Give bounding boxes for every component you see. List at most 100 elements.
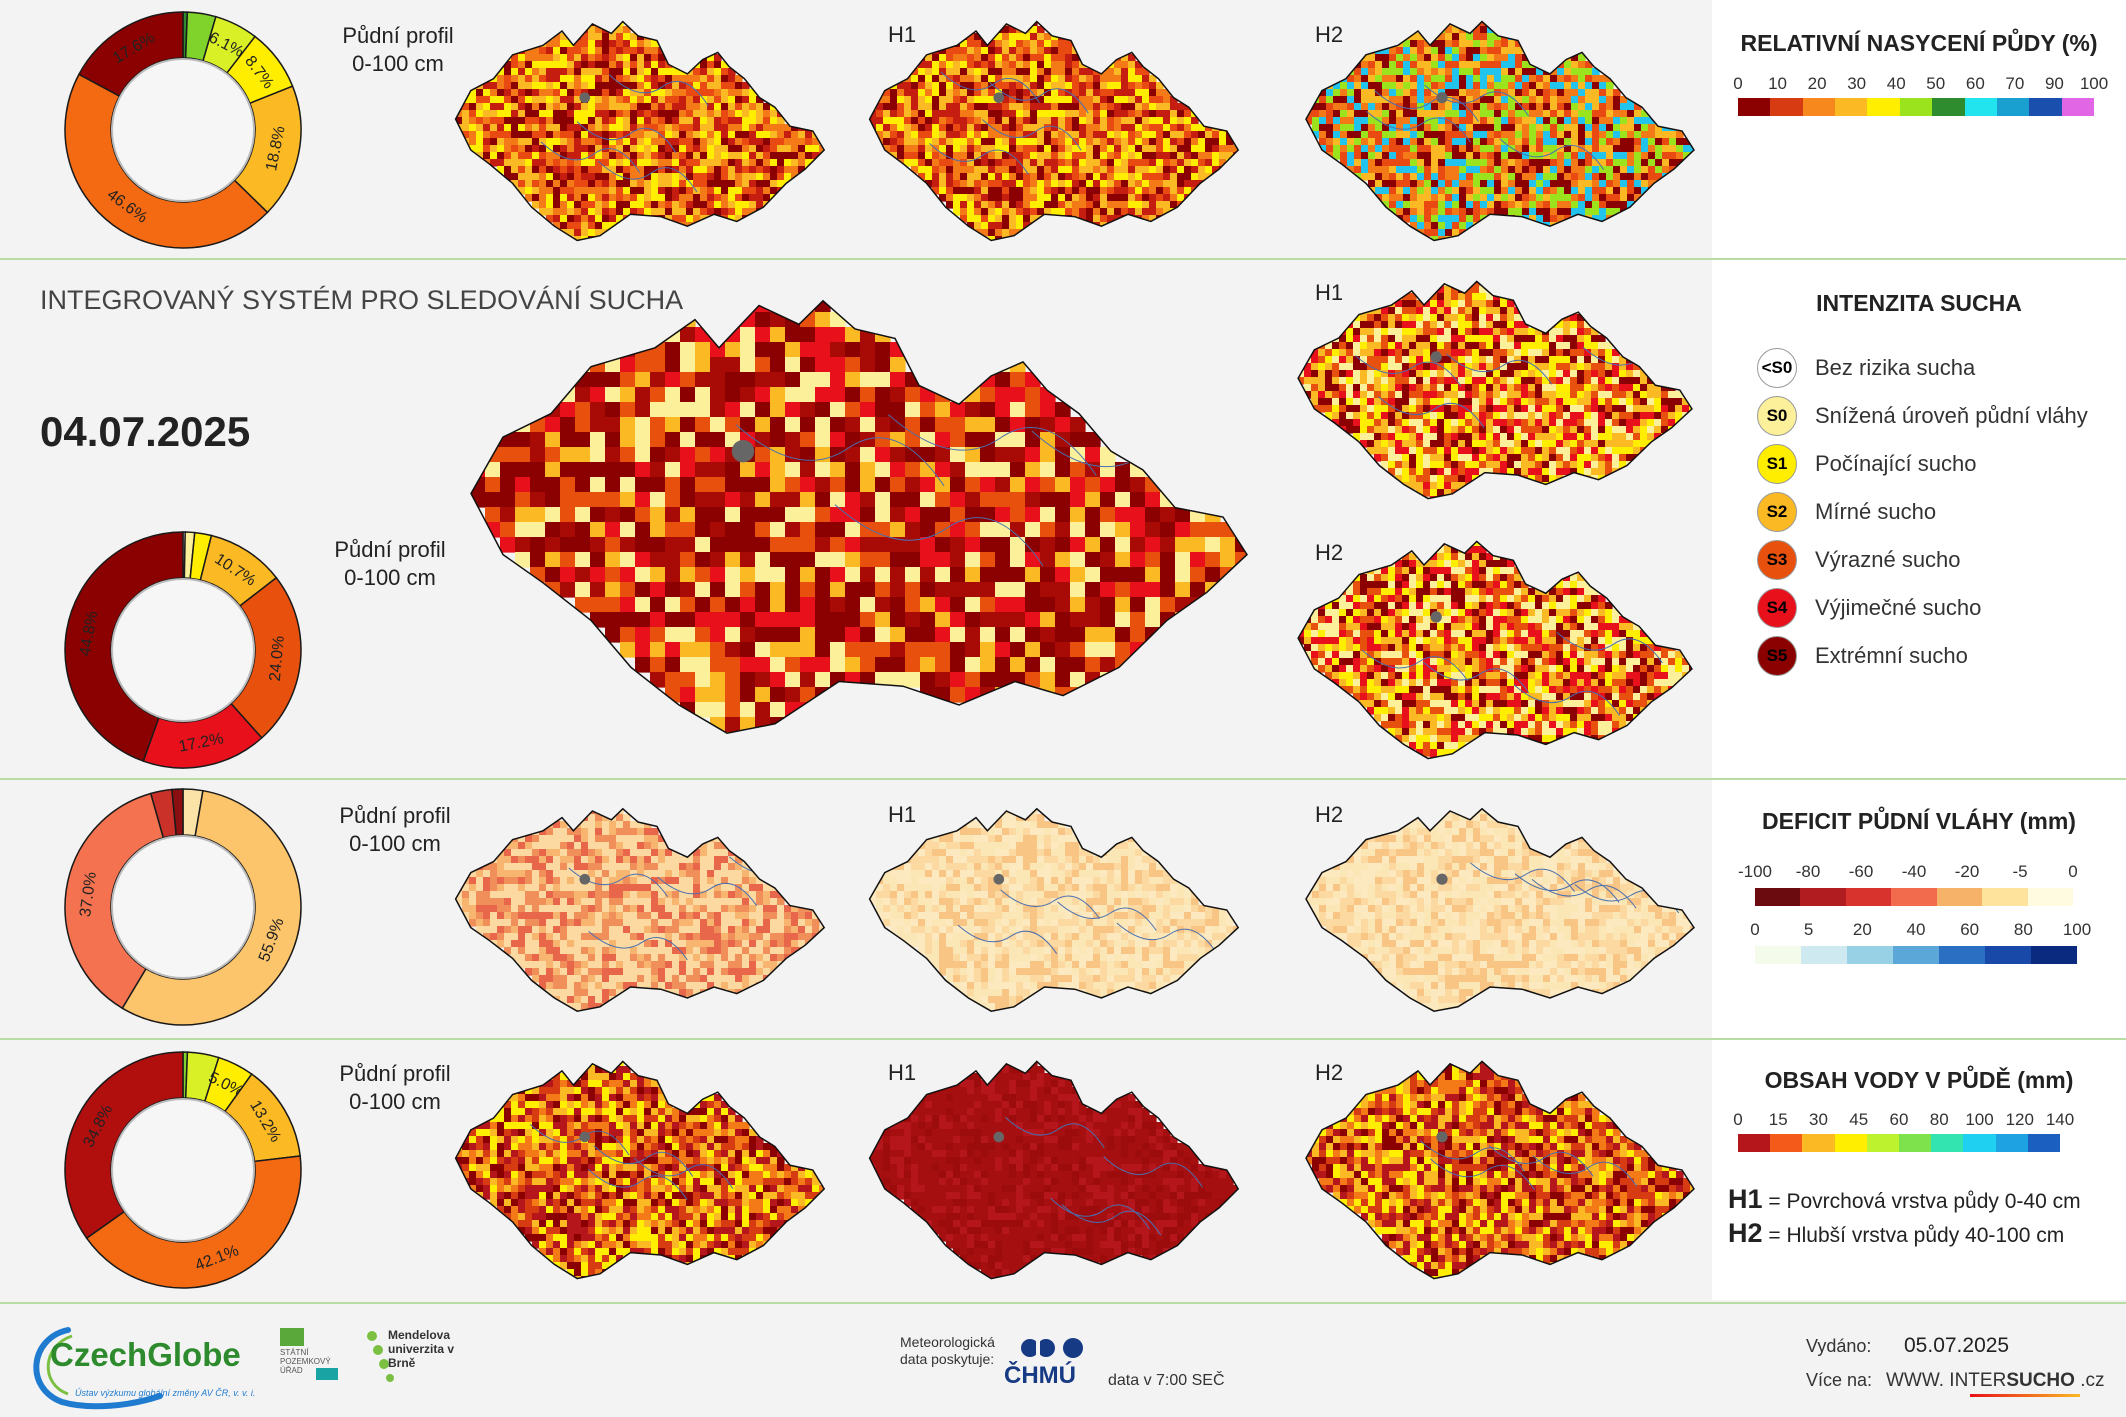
- intersucho-link[interactable]: WWW. INTERSUCHO .cz: [1886, 1370, 2105, 1391]
- legend-tick-label: 30: [1847, 74, 1867, 93]
- issued-label: Vydáno:: [1806, 1336, 1872, 1356]
- czechglobe-swoosh-icon: [33, 1327, 163, 1410]
- ramp-swatch: [1995, 1134, 2028, 1152]
- ramp-swatch: [1996, 98, 2030, 116]
- row-separator: [0, 258, 2126, 260]
- water-legend-title: OBSAH VODY V PŮDĚ (mm): [1764, 1067, 2074, 1093]
- ramp-swatch: [1893, 946, 1939, 964]
- country-border: [1305, 1060, 1695, 1280]
- legend-tick-label: 20: [1807, 74, 1827, 93]
- intensity-h1-map: [1297, 280, 1693, 500]
- intensity-class-label: Bez rizika sucha: [1815, 355, 1976, 380]
- legend-tick-label: 0: [1733, 1110, 1743, 1129]
- ramp-swatch: [2061, 98, 2094, 116]
- ramp-swatch: [1847, 946, 1893, 964]
- deficit-profile-map: [454, 807, 826, 1012]
- legend-tick-label: 50: [1926, 74, 1946, 93]
- legend-tick-label: 45: [1849, 1110, 1869, 1129]
- ramp-swatch: [2029, 98, 2062, 116]
- chmu-icon: [1021, 1338, 1083, 1358]
- intensity-class-badge: S4: [1757, 588, 1797, 628]
- spu-logo: STÁTNÍ POZEMKOVÝ ÚŘAD: [280, 1328, 344, 1384]
- h1-label: H1: [1315, 280, 1344, 305]
- legend-tick-label: 120: [2005, 1110, 2034, 1129]
- ramp-swatch: [1985, 946, 2031, 964]
- country-border: [1297, 540, 1693, 760]
- ramp-swatch: [1834, 1134, 1867, 1152]
- h2-label: H2: [1315, 540, 1344, 565]
- intensity-class-label: Snížená úroveň půdní vláhy: [1815, 403, 2088, 428]
- intensity-class-item: S2 Mírné sucho: [1757, 492, 1936, 532]
- country-border: [868, 1060, 1240, 1280]
- ramp-swatch: [1964, 98, 1997, 116]
- legend-tick-label: 40: [1906, 920, 1926, 939]
- ramp-swatch: [1931, 1134, 1964, 1152]
- legend-tick-label: 30: [1809, 1110, 1828, 1129]
- legend-tick-label: 15: [1768, 1110, 1788, 1129]
- row-separator: [0, 778, 2126, 780]
- surplus-positive-ticks: 0 5 20 40 60 80 100: [1750, 920, 2091, 940]
- intensity-class-label: Extrémní sucho: [1815, 643, 1968, 668]
- intensity-class-label: Výjimečné sucho: [1815, 595, 1982, 620]
- more-info-label: Více na:: [1806, 1370, 1873, 1390]
- country-border: [454, 807, 826, 1012]
- country-border: [470, 299, 1248, 734]
- intensity-class-item: S4 Výjimečné sucho: [1757, 588, 1981, 628]
- legend-tick-label: 5: [1803, 920, 1814, 939]
- legend-tick-label: -40: [1901, 862, 1927, 881]
- legend-tick-label: 90: [2044, 74, 2064, 93]
- legend-tick-label: 0: [1750, 920, 1760, 939]
- country-border: [868, 807, 1240, 1012]
- water-color-ramp: [1738, 1134, 2061, 1152]
- legend-tick-label: 0: [1733, 74, 1743, 93]
- intensity-class-item: <S0 Bez rizika sucha: [1757, 348, 1975, 388]
- h1-label: H1: [888, 22, 917, 47]
- water-donut-chart: 5.0%13.2%42.1%34.8%: [64, 1051, 302, 1289]
- ramp-swatch: [1899, 1134, 1932, 1152]
- ramp-swatch: [1770, 98, 1803, 116]
- donut-slice-label: 24.0%: [267, 635, 288, 682]
- legend-tick-label: -20: [1954, 862, 1980, 881]
- legend-tick-label: -100: [1737, 862, 1773, 881]
- data-time: data v 7:00 SEČ: [1108, 1372, 1225, 1389]
- legend-tick-label: 20: [1852, 920, 1872, 939]
- donut-slice: [64, 531, 184, 763]
- ramp-swatch: [2031, 946, 2077, 964]
- legend-tick-label: -5: [2012, 862, 2028, 881]
- ramp-swatch: [1936, 888, 1983, 906]
- ramp-swatch: [1982, 888, 2028, 906]
- country-border: [868, 20, 1240, 242]
- system-title: INTEGROVANÝ SYSTÉM PRO SLEDOVÁNÍ SUCHA: [40, 285, 684, 315]
- water-h2-map: [1305, 1060, 1695, 1280]
- ramp-swatch: [2027, 1134, 2061, 1152]
- legend-tick-label: 80: [2013, 920, 2033, 939]
- legend-tick-label: 100: [2079, 74, 2109, 93]
- legend-tick-label: 100: [1965, 1110, 1994, 1129]
- legend-tick-label: 60: [1965, 74, 1985, 93]
- water-profile-map: [454, 1060, 826, 1280]
- ramp-swatch: [1932, 98, 1965, 116]
- deficit-negative-ticks: -100 -80 -60 -40 -20 -5 0: [1738, 862, 2078, 882]
- deficit-h2-map: [1305, 807, 1695, 1012]
- saturation-h2-map: [1305, 20, 1695, 242]
- saturation-h1-map: [868, 20, 1240, 242]
- ramp-swatch: [1963, 1134, 1996, 1152]
- czechglobe-logo: CzechGlobe Ústav výzkumu globální změny …: [20, 1310, 280, 1410]
- ramp-swatch: [1738, 1134, 1771, 1152]
- intensity-class-label: Výrazné sucho: [1815, 547, 1961, 572]
- saturation-donut-chart: 6.1%8.7%18.8%46.6%17.6%: [64, 11, 302, 249]
- deficit-negative-ramp: [1755, 888, 2073, 906]
- legend-tick-label: 40: [1886, 74, 1906, 93]
- met-data-label: Meteorologická data poskytuje:: [900, 1334, 995, 1367]
- country-border: [1305, 20, 1695, 242]
- legend-tick-label: 10: [1768, 74, 1788, 93]
- intensity-class-badge: S1: [1757, 444, 1797, 484]
- profile-label: Půdní profil 0-100 cm: [339, 803, 451, 856]
- h2-label: H2: [1315, 1060, 1344, 1085]
- surplus-positive-ramp: [1755, 946, 2077, 964]
- layer-h2-note: H2 = Hlubší vrstva půdy 40-100 cm: [1728, 1218, 2065, 1248]
- legend-tick-label: 60: [1889, 1110, 1909, 1129]
- profile-label: Půdní profil 0-100 cm: [334, 537, 446, 590]
- intensity-class-item: S0 Snížená úroveň půdní vláhy: [1757, 396, 2088, 436]
- country-border: [454, 1060, 826, 1280]
